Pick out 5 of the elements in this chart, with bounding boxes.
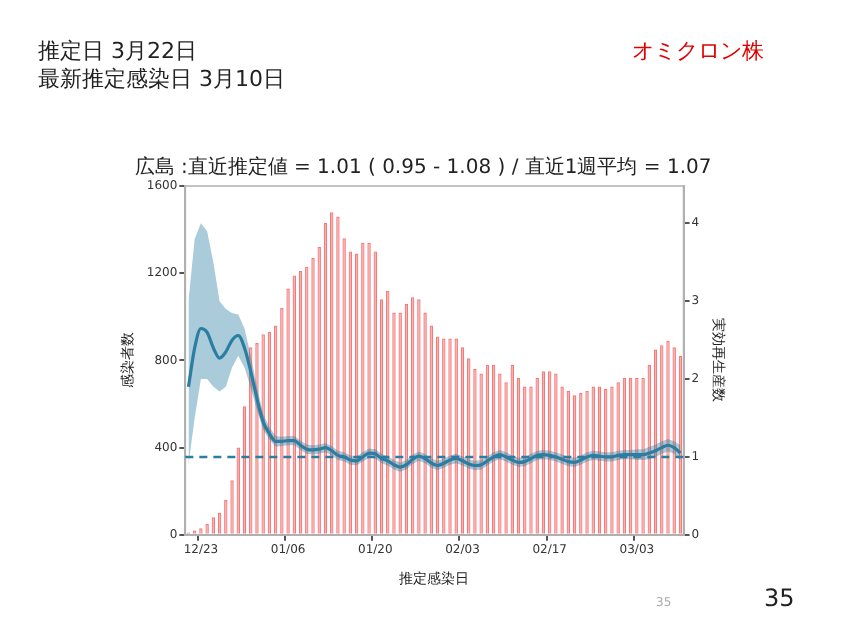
chart-title: 広島 :直近推定値 = 1.01 ( 0.95 - 1.08 ) / 直近1週平均 = 1.07 xyxy=(134,155,712,180)
text: 最新推定感染日 3月10日 xyxy=(38,64,285,94)
text: 推定日 3月22日 xyxy=(38,36,197,66)
text: 35 xyxy=(764,584,795,612)
text: オミクロン株 xyxy=(632,36,764,66)
